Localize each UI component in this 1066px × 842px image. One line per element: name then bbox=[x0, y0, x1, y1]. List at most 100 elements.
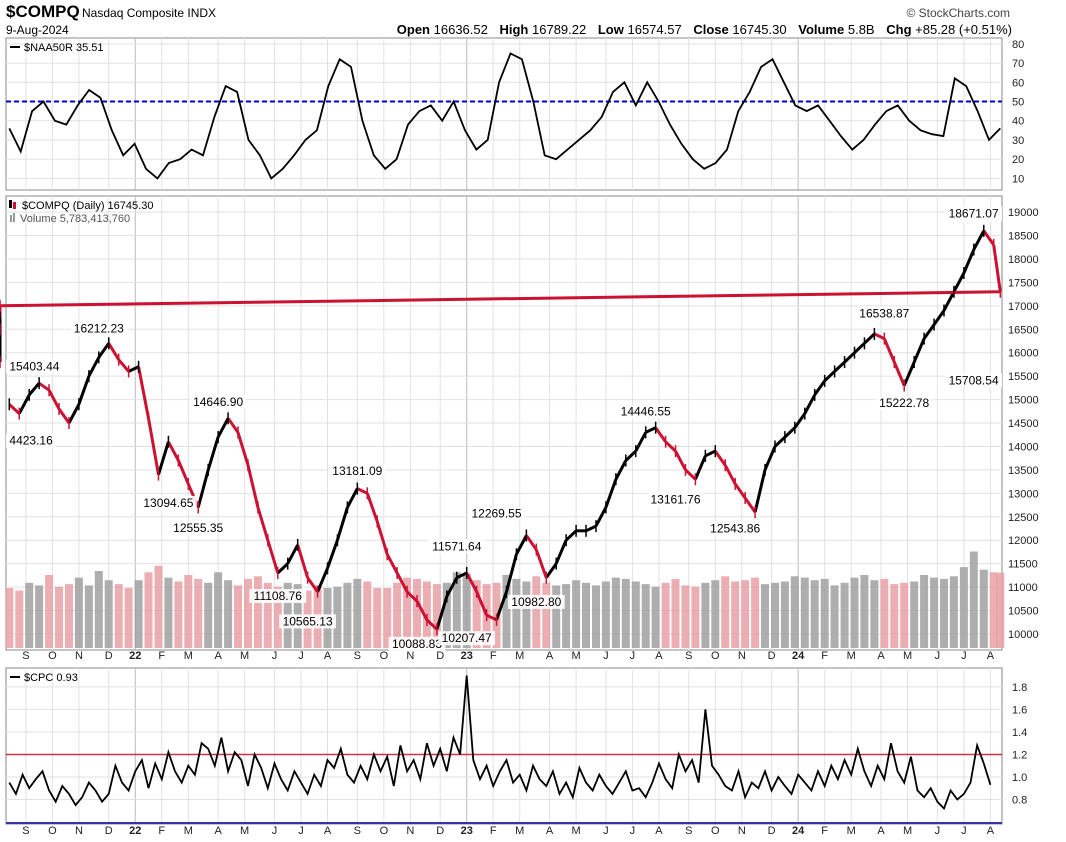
y-tick-label: 14500 bbox=[1008, 418, 1039, 430]
x-tick-label: J bbox=[272, 650, 278, 662]
close-value: 16745.30 bbox=[732, 22, 787, 37]
price-segment bbox=[475, 591, 488, 616]
price-segment bbox=[912, 338, 926, 363]
volume-bar bbox=[413, 578, 421, 648]
price-segment bbox=[554, 539, 568, 565]
price-segment bbox=[28, 382, 41, 396]
x-tick-label: N bbox=[406, 825, 414, 837]
volume-bar bbox=[522, 581, 531, 648]
volume-bar bbox=[403, 577, 412, 648]
high-label: High bbox=[499, 22, 529, 37]
x-tick-label: A bbox=[324, 650, 332, 662]
price-annotation-bg bbox=[945, 373, 1002, 388]
price-segment bbox=[406, 590, 419, 603]
volume-bar bbox=[771, 582, 779, 648]
price-annotation-label: 16538.87 bbox=[859, 306, 909, 320]
x-tick-label: J bbox=[630, 650, 636, 662]
price-segment bbox=[803, 394, 817, 415]
price-segment bbox=[942, 291, 956, 312]
price-segment bbox=[863, 332, 876, 345]
x-tick-label: A bbox=[987, 825, 995, 837]
y-tick-label: 17000 bbox=[1008, 301, 1039, 313]
y-tick-label: 20 bbox=[1012, 154, 1024, 166]
volume-bar bbox=[711, 580, 720, 648]
volume-bar bbox=[263, 582, 272, 648]
x-tick-label: A bbox=[546, 650, 554, 662]
price-segment bbox=[385, 553, 399, 574]
volume-bar bbox=[104, 580, 113, 648]
volume-bar bbox=[224, 580, 233, 648]
x-tick-label: F bbox=[158, 650, 165, 662]
x-tick-label: M bbox=[240, 650, 249, 662]
y-tick-label: 1.2 bbox=[1012, 749, 1027, 761]
price-segment bbox=[246, 464, 260, 508]
volume-bar bbox=[949, 576, 958, 648]
x-tick-label: M bbox=[184, 650, 193, 662]
x-tick-label: O bbox=[48, 825, 57, 837]
price-annotation-bg bbox=[140, 495, 197, 510]
x-tick-label: A bbox=[877, 825, 885, 837]
price-segment bbox=[356, 487, 368, 495]
price-segment bbox=[335, 506, 349, 541]
price-segment bbox=[585, 524, 597, 533]
volume-bar bbox=[253, 576, 262, 648]
volume-bar bbox=[363, 581, 372, 648]
price-legend-icon bbox=[13, 202, 16, 209]
price-segment bbox=[365, 492, 379, 522]
volume-bar bbox=[671, 578, 680, 648]
x-tick-label: S bbox=[685, 650, 692, 662]
volume-bar bbox=[452, 572, 461, 648]
stockcharts-logo-icon[interactable]: © StockCharts.com bbox=[906, 6, 1010, 20]
symbol-title: $COMPQ bbox=[6, 2, 80, 21]
x-tick-label: S bbox=[354, 650, 361, 662]
price-segment bbox=[614, 459, 628, 480]
price-annotation-bg bbox=[189, 395, 247, 410]
price-annotation-label: 18671.07 bbox=[949, 206, 999, 220]
chg-label: Chg bbox=[886, 22, 912, 37]
price-annotation-bg bbox=[438, 631, 496, 646]
price-annotation-bg bbox=[70, 321, 128, 336]
volume-bar bbox=[592, 585, 600, 648]
price-segment bbox=[206, 436, 220, 471]
price-segment bbox=[0, 290, 1001, 308]
x-tick-label: O bbox=[711, 650, 720, 662]
naa50r-legend: $NAA50R 35.51 bbox=[24, 42, 104, 54]
volume-bar bbox=[621, 578, 630, 648]
y-tick-label: 14000 bbox=[1008, 441, 1039, 453]
y-tick-label: 12500 bbox=[1008, 512, 1039, 524]
price-segment bbox=[47, 389, 61, 410]
price-annotation-bg bbox=[507, 594, 565, 609]
price-segment bbox=[485, 613, 498, 622]
price-segment bbox=[694, 455, 707, 480]
y-tick-label: 18500 bbox=[1008, 231, 1039, 243]
x-tick-label: O bbox=[380, 650, 389, 662]
x-tick-label: M bbox=[572, 650, 581, 662]
price-segment bbox=[743, 497, 757, 513]
volume-bar bbox=[45, 575, 54, 648]
volume-bar bbox=[184, 575, 193, 648]
x-tick-label: D bbox=[768, 825, 776, 837]
y-tick-label: 50 bbox=[1012, 97, 1024, 109]
price-segment bbox=[902, 361, 916, 387]
price-segment bbox=[157, 441, 170, 476]
price-annotation-bg bbox=[617, 404, 675, 419]
x-tick-label: J bbox=[630, 825, 636, 837]
price-segment bbox=[594, 506, 608, 527]
volume-bar bbox=[353, 578, 362, 648]
price-segment bbox=[534, 549, 548, 579]
x-tick-label: F bbox=[490, 650, 497, 662]
x-tick-label: M bbox=[572, 825, 581, 837]
price-annotation-bg bbox=[945, 206, 1002, 221]
price-segment bbox=[843, 351, 856, 364]
x-tick-label: M bbox=[903, 650, 912, 662]
volume-bar bbox=[35, 585, 44, 648]
x-tick-label: N bbox=[738, 825, 746, 837]
volume-bar bbox=[611, 577, 620, 648]
chart-header: $COMPQ Nasdaq Composite INDX 9-Aug-2024 … bbox=[0, 0, 1066, 40]
volume-bar bbox=[780, 581, 789, 648]
price-segment bbox=[127, 365, 140, 373]
volume-bar bbox=[562, 584, 571, 648]
x-tick-label: M bbox=[847, 825, 856, 837]
price-segment bbox=[545, 562, 558, 579]
price-segment bbox=[8, 403, 21, 415]
